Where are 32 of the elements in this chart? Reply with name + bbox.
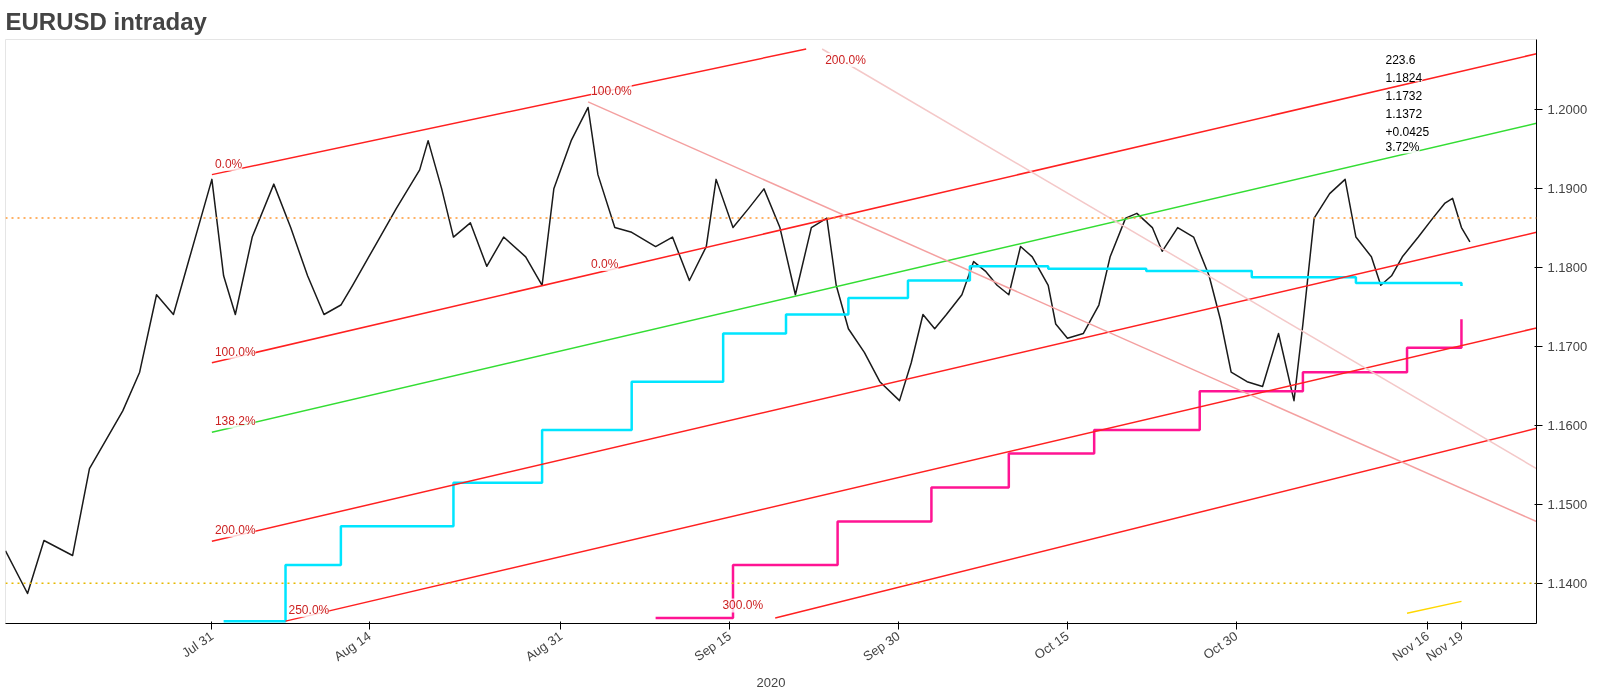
- annotation: 3.72%: [1385, 139, 1420, 154]
- annotation: 223.6: [1385, 52, 1416, 67]
- annotation: 100.0%: [214, 344, 256, 359]
- annotation: 200.0%: [214, 523, 256, 538]
- annotation: 300.0%: [722, 598, 764, 613]
- annotation: 250.0%: [288, 603, 330, 618]
- x-tick-label: Oct 30: [1200, 628, 1241, 663]
- annotation: 200.0%: [825, 52, 867, 67]
- annotation: 1.1372: [1385, 106, 1423, 121]
- y-tick-label: 1.1900: [1547, 180, 1588, 196]
- x-tick-label: Jul 31: [179, 628, 217, 661]
- annotation: 0.0%: [591, 257, 619, 271]
- x-tick-label: Oct 15: [1031, 628, 1072, 663]
- annotation: 1.1732: [1385, 88, 1423, 103]
- x-tick-label: Sep 15: [691, 628, 734, 664]
- y-tick-label: 1.1500: [1547, 496, 1588, 512]
- x-tick-label: Aug 31: [522, 628, 566, 664]
- annotation: +0.0425: [1385, 124, 1430, 139]
- y-tick-label: 1.2000: [1547, 101, 1588, 117]
- y-tick-label: 1.1700: [1547, 338, 1588, 354]
- x-tick-label: Aug 14: [331, 628, 374, 664]
- y-tick-label: 1.1600: [1547, 417, 1588, 433]
- y-tick-label: 1.1800: [1547, 259, 1588, 275]
- x-tick-label: Sep 30: [860, 628, 903, 664]
- x-axis-title: 2020: [756, 675, 786, 691]
- annotation: 0.0%: [214, 156, 243, 171]
- chart-title: EURUSD intraday: [5, 7, 208, 35]
- annotation: 100.0%: [591, 83, 633, 98]
- line-series: [5, 106, 1471, 595]
- y-tick-label: 1.1400: [1547, 575, 1588, 591]
- annotation: 1.1824: [1385, 70, 1423, 85]
- annotation: 138.2%: [214, 414, 256, 429]
